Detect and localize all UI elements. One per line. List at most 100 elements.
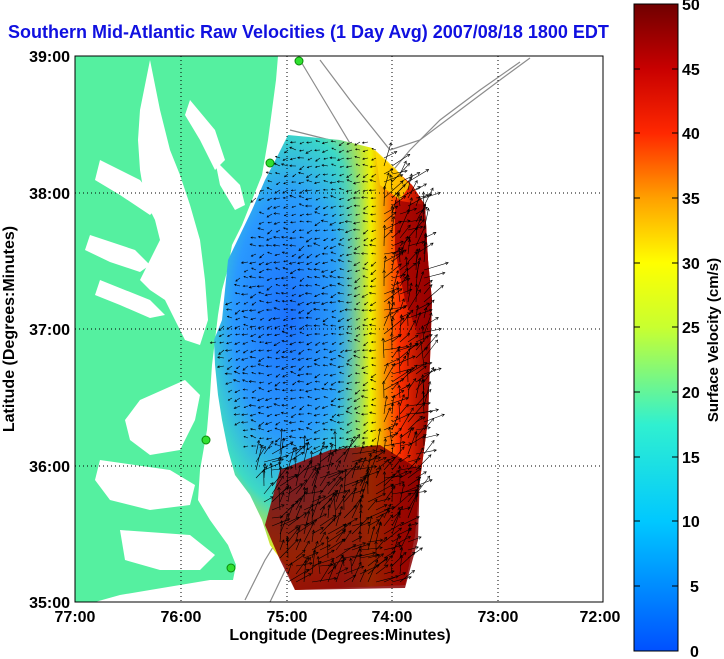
velocity-arrow-head bbox=[322, 319, 326, 323]
velocity-arrow bbox=[297, 373, 305, 376]
velocity-arrow bbox=[337, 229, 345, 231]
velocity-arrow bbox=[375, 457, 387, 463]
velocity-arrow-head bbox=[420, 271, 425, 275]
velocity-arrow bbox=[225, 349, 233, 351]
velocity-arrow bbox=[329, 284, 337, 287]
velocity-arrow-head bbox=[305, 204, 308, 208]
velocity-arrow-head bbox=[273, 206, 277, 209]
velocity-arrow-head bbox=[313, 363, 317, 366]
velocity-arrow bbox=[234, 284, 241, 287]
velocity-arrow bbox=[391, 413, 410, 423]
velocity-arrow-head bbox=[407, 522, 412, 527]
velocity-arrow bbox=[399, 470, 412, 479]
velocity-arrow-head bbox=[314, 380, 318, 383]
velocity-arrow bbox=[243, 445, 249, 448]
velocity-arrow bbox=[399, 407, 414, 431]
velocity-arrow bbox=[337, 405, 345, 408]
velocity-arrow-head bbox=[314, 407, 318, 410]
velocity-arrow bbox=[292, 205, 297, 208]
velocity-arrow-head bbox=[313, 437, 317, 441]
velocity-arrow bbox=[391, 542, 401, 551]
velocity-arrow bbox=[407, 262, 416, 271]
velocity-arrow-head bbox=[410, 407, 414, 411]
velocity-arrow-head bbox=[330, 332, 334, 335]
velocity-arrow-head bbox=[417, 248, 421, 252]
velocity-arrow bbox=[423, 285, 444, 303]
velocity-arrow-head bbox=[283, 420, 286, 422]
velocity-arrow-head bbox=[306, 220, 309, 223]
velocity-arrow-head bbox=[280, 291, 284, 295]
velocity-arrow-head bbox=[324, 383, 327, 386]
velocity-arrow-head bbox=[345, 437, 349, 441]
velocity-arrow-head bbox=[347, 359, 350, 362]
velocity-arrow-head bbox=[331, 147, 334, 150]
velocity-arrow bbox=[331, 163, 337, 167]
velocity-arrow bbox=[339, 141, 345, 146]
velocity-arrow bbox=[234, 413, 241, 415]
velocity-arrow bbox=[323, 396, 329, 399]
velocity-arrow bbox=[314, 181, 321, 184]
x-tick-label: 74:00 bbox=[372, 609, 413, 626]
velocity-arrow-head bbox=[441, 413, 445, 417]
velocity-arrow bbox=[234, 421, 241, 426]
velocity-arrow bbox=[348, 245, 353, 249]
velocity-arrow-head bbox=[360, 252, 364, 255]
velocity-arrow bbox=[391, 184, 406, 199]
velocity-arrow-head bbox=[249, 428, 253, 431]
velocity-arrow bbox=[339, 149, 345, 153]
velocity-arrow-head bbox=[243, 276, 246, 278]
velocity-arrow bbox=[249, 276, 257, 279]
velocity-arrow bbox=[353, 397, 361, 402]
velocity-arrow-head bbox=[428, 361, 433, 365]
velocity-arrow-head bbox=[234, 342, 237, 345]
velocity-arrow-head bbox=[400, 180, 404, 185]
velocity-arrow-head bbox=[290, 189, 294, 192]
velocity-arrow-head bbox=[345, 430, 349, 434]
velocity-arrow bbox=[243, 349, 249, 354]
velocity-arrow-head bbox=[283, 227, 286, 230]
velocity-arrow bbox=[356, 428, 361, 431]
velocity-arrow bbox=[354, 277, 361, 283]
colorbar-tick-label: 5 bbox=[690, 579, 699, 596]
velocity-arrow bbox=[307, 413, 313, 415]
velocity-arrow bbox=[367, 493, 386, 503]
velocity-arrow bbox=[324, 373, 329, 376]
x-axis-label: Longitude (Degrees:Minutes) bbox=[229, 627, 450, 644]
y-tick-label: 36:00 bbox=[29, 459, 70, 476]
velocity-arrow bbox=[258, 357, 265, 362]
velocity-arrow-head bbox=[294, 500, 299, 505]
velocity-arrow bbox=[306, 381, 313, 385]
velocity-arrow bbox=[303, 460, 312, 479]
velocity-arrow-head bbox=[306, 302, 309, 306]
velocity-arrow-head bbox=[258, 300, 262, 303]
velocity-arrow-head bbox=[290, 365, 293, 368]
velocity-arrow bbox=[319, 544, 331, 551]
velocity-arrow bbox=[257, 227, 265, 231]
velocity-arrow bbox=[283, 181, 289, 184]
velocity-arrow bbox=[290, 365, 297, 368]
velocity-arrow-head bbox=[407, 454, 411, 459]
velocity-arrow-head bbox=[329, 246, 333, 249]
velocity-arrow bbox=[275, 373, 281, 378]
velocity-arrow bbox=[371, 261, 377, 267]
velocity-arrow-head bbox=[298, 284, 302, 287]
velocity-arrow-head bbox=[274, 253, 277, 256]
velocity-arrow-head bbox=[306, 276, 310, 279]
velocity-arrow-head bbox=[423, 489, 428, 494]
velocity-arrow-head bbox=[399, 433, 403, 438]
velocity-arrow-head bbox=[352, 544, 357, 548]
velocity-arrow bbox=[275, 277, 281, 280]
velocity-arrow bbox=[265, 341, 273, 344]
velocity-arrow-head bbox=[392, 550, 396, 554]
velocity-arrow bbox=[243, 436, 249, 439]
velocity-arrow bbox=[267, 251, 273, 255]
velocity-arrow-head bbox=[353, 487, 357, 492]
velocity-arrow-head bbox=[380, 553, 384, 557]
velocity-arrow-head bbox=[331, 316, 334, 319]
velocity-arrow-head bbox=[403, 160, 407, 165]
velocity-arrow bbox=[249, 325, 257, 328]
velocity-arrow-head bbox=[265, 308, 269, 312]
velocity-arrow-head bbox=[298, 464, 302, 469]
velocity-arrow bbox=[313, 445, 321, 450]
velocity-arrow bbox=[305, 285, 313, 287]
